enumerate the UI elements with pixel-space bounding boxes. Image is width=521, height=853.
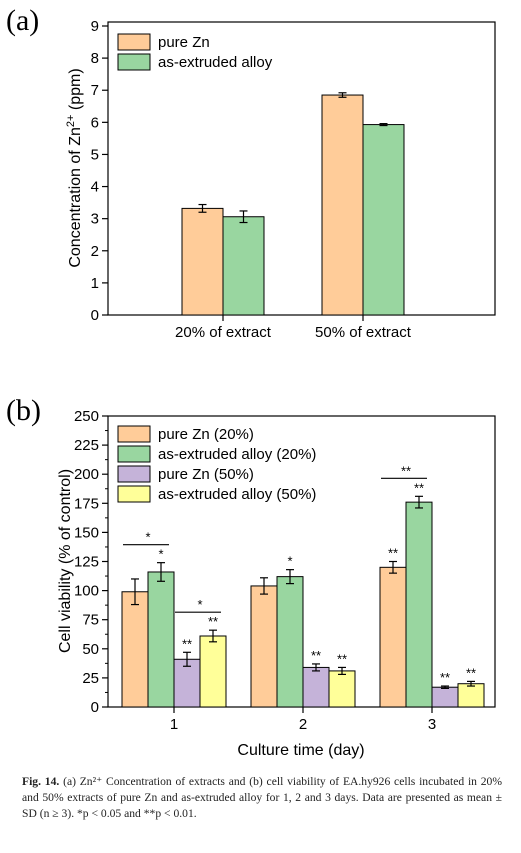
bar bbox=[276, 576, 304, 708]
panel-a-y-axis: 0 1 2 3 4 5 6 7 8 9 bbox=[91, 18, 108, 324]
y-tick-label: 0 bbox=[91, 699, 99, 716]
y-tick-label: 200 bbox=[74, 466, 99, 483]
y-tick-label: 50 bbox=[82, 641, 99, 658]
legend-swatch bbox=[117, 33, 151, 51]
panel-b-label: (b) bbox=[6, 394, 41, 427]
caption-label: Fig. 14. bbox=[22, 775, 60, 788]
panel-b-x-axis: 1 2 3 bbox=[170, 707, 436, 733]
x-tick-label: 2 bbox=[299, 716, 307, 733]
y-tick-label: 7 bbox=[91, 82, 99, 99]
legend-label: pure Zn bbox=[158, 34, 210, 51]
bar bbox=[457, 683, 485, 708]
x-tick-label: 3 bbox=[428, 716, 436, 733]
bar bbox=[181, 207, 224, 316]
bar bbox=[121, 591, 149, 708]
legend-swatch bbox=[117, 425, 151, 443]
significance-mark: ** bbox=[388, 546, 398, 561]
significance-mark: ** bbox=[414, 480, 424, 495]
y-tick-label: 75 bbox=[82, 612, 99, 629]
y-tick-label: 0 bbox=[91, 307, 99, 324]
legend-swatch bbox=[117, 445, 151, 463]
bar bbox=[250, 585, 278, 708]
significance-mark: ** bbox=[208, 614, 218, 629]
y-tick-label: 25 bbox=[82, 670, 99, 687]
panel-b-x-axis-title: Culture time (day) bbox=[237, 742, 364, 759]
panel-b-legend: pure Zn (20%) as-extruded alloy (20%) pure… bbox=[117, 425, 316, 503]
significance-mark: ** bbox=[337, 651, 347, 666]
y-tick-label: 2 bbox=[91, 243, 99, 260]
y-tick-label: 3 bbox=[91, 211, 99, 228]
bar bbox=[362, 124, 405, 316]
legend-swatch bbox=[117, 485, 151, 503]
y-tick-label: 175 bbox=[74, 495, 99, 512]
comparison-mark: * bbox=[197, 597, 202, 612]
comparison-mark: ** bbox=[401, 463, 411, 478]
panel-a-plot-frame bbox=[107, 21, 496, 316]
y-tick-label: 1 bbox=[91, 275, 99, 292]
y-tick-label: 8 bbox=[91, 50, 99, 67]
significance-mark: ** bbox=[311, 648, 321, 663]
bar bbox=[379, 566, 407, 708]
x-tick-label: 20% of extract bbox=[175, 324, 272, 341]
x-tick-label: 1 bbox=[170, 716, 178, 733]
significance-mark: ** bbox=[182, 636, 192, 651]
legend-label: as-extruded alloy bbox=[158, 54, 273, 71]
y-tick-label: 6 bbox=[91, 114, 99, 131]
legend-label: as-extruded alloy (20%) bbox=[158, 446, 316, 463]
y-tick-label: 225 bbox=[74, 437, 99, 454]
caption-text: (a) Zn²⁺ Concentration of extracts and (… bbox=[22, 775, 502, 820]
y-tick-label: 125 bbox=[74, 554, 99, 571]
significance-mark: ** bbox=[440, 670, 450, 685]
panel-b-y-axis: 0 25 50 75 100 125 150 175 200 225 250 bbox=[74, 408, 108, 716]
y-tick-label: 5 bbox=[91, 146, 99, 163]
panel-a-legend: pure Zn as-extruded alloy bbox=[117, 33, 273, 71]
bar bbox=[431, 686, 459, 708]
bar bbox=[147, 571, 175, 708]
panel-b-bars bbox=[121, 495, 485, 708]
bar bbox=[328, 670, 356, 708]
y-tick-label: 250 bbox=[74, 408, 99, 425]
bar bbox=[222, 216, 265, 316]
legend-label: pure Zn (20%) bbox=[158, 426, 254, 443]
legend-swatch bbox=[117, 465, 151, 483]
panel-a-x-axis: 20% of extract 50% of extract bbox=[175, 315, 412, 341]
x-tick-label: 50% of extract bbox=[315, 324, 412, 341]
panel-a-y-axis-title: Concentration of Zn2+ (ppm) bbox=[65, 68, 84, 267]
comparison-mark: * bbox=[145, 530, 150, 545]
panel-a-bars bbox=[181, 92, 405, 316]
panel-a-label: (a) bbox=[6, 4, 39, 37]
significance-mark: ** bbox=[466, 665, 476, 680]
legend-label: pure Zn (50%) bbox=[158, 466, 254, 483]
panel-a-chart: (a) 0 1 2 3 4 5 6 7 8 9 20% of extract 50% of extr… bbox=[6, 4, 496, 341]
bar bbox=[199, 635, 227, 708]
bar bbox=[302, 666, 330, 708]
y-tick-label: 150 bbox=[74, 524, 99, 541]
panel-b-y-axis-title: Cell viability (% of control) bbox=[57, 469, 74, 653]
bar bbox=[405, 501, 433, 708]
y-tick-label: 9 bbox=[91, 18, 99, 35]
significance-mark: * bbox=[158, 547, 163, 562]
figure: (a) 0 1 2 3 4 5 6 7 8 9 20% of extract 50% of extr… bbox=[6, 4, 496, 759]
legend-label: as-extruded alloy (50%) bbox=[158, 486, 316, 503]
panel-b-significance: ******** ******** ****** bbox=[123, 463, 476, 685]
significance-mark: * bbox=[287, 554, 292, 569]
legend-swatch bbox=[117, 53, 151, 71]
bar bbox=[321, 94, 364, 316]
y-tick-label: 4 bbox=[91, 179, 99, 196]
y-tick-label: 100 bbox=[74, 583, 99, 600]
figure-caption: Fig. 14. (a) Zn²⁺ Concentration of extra… bbox=[22, 774, 502, 822]
